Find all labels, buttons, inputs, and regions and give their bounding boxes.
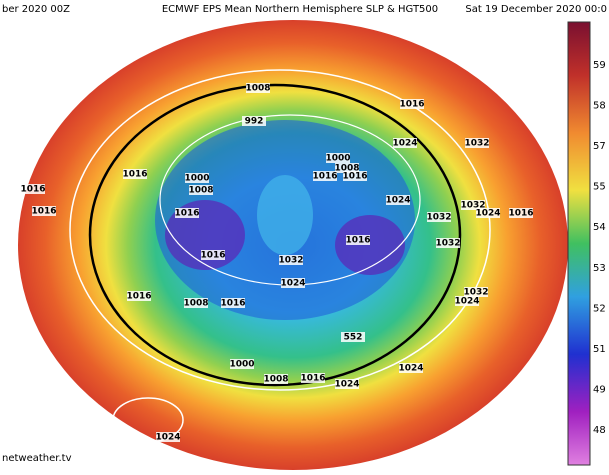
contour-label: 1000 xyxy=(229,360,254,370)
label-bg xyxy=(427,212,451,222)
contour-552 xyxy=(88,83,462,387)
colorbar-label: 59 xyxy=(593,60,606,71)
contour-label: 1016 xyxy=(200,251,225,261)
colorbar-label: 52 xyxy=(593,303,606,314)
colorbar-label: 58 xyxy=(593,101,606,112)
contour-label: 1024 xyxy=(334,380,359,390)
label-bg xyxy=(184,298,208,308)
label-bg xyxy=(393,138,417,148)
contour-label: 1016 xyxy=(399,100,424,110)
label-bg xyxy=(465,138,489,148)
label-bg xyxy=(335,379,359,389)
label-bg xyxy=(301,373,325,383)
label-bg xyxy=(123,169,147,179)
contour-label: 1032 xyxy=(460,201,485,211)
contour-label: 1016 xyxy=(126,292,151,302)
header-bar xyxy=(0,0,609,18)
contour-label: 1024 xyxy=(398,364,423,374)
label-bg xyxy=(281,278,305,288)
contour-label: 1032 xyxy=(435,239,460,249)
label-bg xyxy=(242,116,266,126)
contour-label: 552 xyxy=(344,333,363,343)
label-bg xyxy=(189,185,213,195)
contour-label: 1016 xyxy=(508,209,533,219)
colorbar-label: 55 xyxy=(593,182,606,193)
label-bg xyxy=(201,250,225,260)
ridge xyxy=(257,175,313,255)
label-bg xyxy=(326,153,350,163)
label-bg xyxy=(221,298,245,308)
label-bg xyxy=(461,200,485,210)
contour-label: 1016 xyxy=(342,172,367,182)
contour-label: 1000 xyxy=(184,174,209,184)
label-bg xyxy=(127,291,151,301)
label-bg xyxy=(21,184,45,194)
contour-label: 1008 xyxy=(183,299,208,309)
colorbar-label: 57 xyxy=(593,141,606,152)
contour-label: 1024 xyxy=(475,209,500,219)
colorbar-label: 48 xyxy=(593,425,606,436)
label-bg xyxy=(156,432,180,442)
label-bg xyxy=(264,374,288,384)
label-bg xyxy=(341,332,365,342)
contour-label: 1024 xyxy=(385,196,410,206)
colorbar-label: 54 xyxy=(593,222,606,233)
contour-label: 1016 xyxy=(300,374,325,384)
contour-label: 1016 xyxy=(122,170,147,180)
label-bg xyxy=(464,287,488,297)
contour-label: 1032 xyxy=(278,256,303,266)
label-bg xyxy=(400,99,424,109)
isobar xyxy=(112,397,184,443)
contour-label: 992 xyxy=(245,117,264,127)
contour-label: 1032 xyxy=(426,213,451,223)
contour-label: 1008 xyxy=(188,186,213,196)
label-bg xyxy=(32,206,56,216)
label-bg xyxy=(230,359,254,369)
header-title: ECMWF EPS Mean Northern Hemisphere SLP &… xyxy=(162,4,438,15)
label-bg xyxy=(246,83,270,93)
header-right: Sat 19 December 2020 00:0 xyxy=(465,4,607,15)
colorbar-label: 49 xyxy=(593,384,606,395)
colorbar-label: 53 xyxy=(593,263,606,274)
label-bg xyxy=(476,208,500,218)
credit: netweather.tv xyxy=(2,453,72,464)
label-bg xyxy=(185,173,209,183)
label-bg xyxy=(346,235,370,245)
contour-label: 1016 xyxy=(20,185,45,195)
contour-label: 1016 xyxy=(31,207,56,217)
label-bg xyxy=(455,296,479,306)
contour-label: 1032 xyxy=(463,288,488,298)
label-bg xyxy=(335,163,359,173)
contour-label: 1024 xyxy=(155,433,180,443)
contour-label: 1032 xyxy=(464,139,489,149)
contour-label: 1016 xyxy=(220,299,245,309)
label-bg xyxy=(313,171,337,181)
label-bg xyxy=(343,171,367,181)
label-bg xyxy=(386,195,410,205)
contour-label: 1000 xyxy=(325,154,350,164)
contour-label: 1008 xyxy=(263,375,288,385)
contour-label: 1016 xyxy=(174,209,199,219)
contour-label: 1008 xyxy=(245,84,270,94)
colorbar xyxy=(567,21,591,466)
contour-label: 1024 xyxy=(392,139,417,149)
contour-label: 1024 xyxy=(280,279,305,289)
label-bg xyxy=(509,208,533,218)
contour-label: 1016 xyxy=(312,172,337,182)
label-bg xyxy=(279,255,303,265)
contour-label: 1008 xyxy=(334,164,359,174)
contour-label: 1024 xyxy=(454,297,479,307)
label-bg xyxy=(399,363,423,373)
colorbar-label: 51 xyxy=(593,344,606,355)
label-bg xyxy=(175,208,199,218)
header-left: ber 2020 00Z xyxy=(2,4,70,15)
label-bg xyxy=(436,238,460,248)
isobar xyxy=(69,69,491,391)
contour-label: 1016 xyxy=(345,236,370,246)
